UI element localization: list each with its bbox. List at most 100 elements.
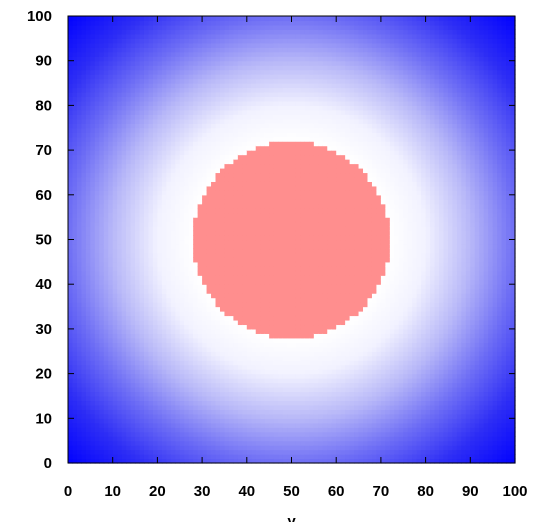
heatmap-cell xyxy=(233,88,238,93)
heatmap-cell xyxy=(90,199,95,204)
heatmap-cell xyxy=(251,20,256,25)
heatmap-cell xyxy=(90,391,95,396)
heatmap-cell xyxy=(122,338,127,343)
heatmap-cell xyxy=(153,418,158,423)
heatmap-cell xyxy=(99,96,104,101)
heatmap-cell xyxy=(117,356,122,361)
heatmap-cell xyxy=(86,65,91,70)
heatmap-cell xyxy=(113,454,118,459)
heatmap-cell xyxy=(113,61,118,66)
heatmap-cell xyxy=(72,88,77,93)
heatmap-cell xyxy=(90,74,95,79)
heatmap-cell xyxy=(216,356,221,361)
heatmap-cell xyxy=(175,311,180,316)
heatmap-cell xyxy=(113,208,118,213)
heatmap-cell xyxy=(220,423,225,428)
heatmap-cell xyxy=(131,195,136,200)
heatmap-cell xyxy=(140,61,145,66)
heatmap-cell xyxy=(193,56,198,61)
heatmap-cell xyxy=(242,137,247,142)
heatmap-cell xyxy=(81,414,86,419)
heatmap-cell xyxy=(126,235,131,240)
heatmap-cell xyxy=(224,119,229,124)
heatmap-cell xyxy=(269,284,274,289)
heatmap-cell xyxy=(157,155,162,160)
heatmap-cell xyxy=(180,83,185,88)
heatmap-cell xyxy=(193,208,198,213)
heatmap-cell xyxy=(269,123,274,128)
heatmap-cell xyxy=(260,65,265,70)
heatmap-cell xyxy=(220,383,225,388)
heatmap-cell xyxy=(216,83,221,88)
heatmap-cell xyxy=(113,235,118,240)
heatmap-cell xyxy=(238,257,243,262)
heatmap-cell xyxy=(233,445,238,450)
heatmap-cell xyxy=(251,155,256,160)
heatmap-cell xyxy=(278,150,283,155)
heatmap-cell xyxy=(95,172,100,177)
heatmap-cell xyxy=(68,360,73,365)
heatmap-cell xyxy=(260,141,265,146)
heatmap-cell xyxy=(131,52,136,57)
heatmap-cell xyxy=(117,383,122,388)
heatmap-cell xyxy=(104,441,109,446)
heatmap-cell xyxy=(77,222,82,227)
heatmap-cell xyxy=(72,266,77,271)
heatmap-cell xyxy=(198,65,203,70)
heatmap-cell xyxy=(153,302,158,307)
heatmap-cell xyxy=(77,34,82,39)
heatmap-cell xyxy=(157,74,162,79)
heatmap-cell xyxy=(251,25,256,30)
heatmap-cell xyxy=(153,275,158,280)
heatmap-cell xyxy=(86,47,91,52)
heatmap-cell xyxy=(157,360,162,365)
heatmap-cell xyxy=(122,289,127,294)
heatmap-cell xyxy=(242,432,247,437)
heatmap-cell xyxy=(135,208,140,213)
heatmap-cell xyxy=(117,450,122,455)
heatmap-cell xyxy=(166,271,171,276)
heatmap-cell xyxy=(175,110,180,115)
heatmap-cell xyxy=(135,387,140,392)
heatmap-cell xyxy=(166,231,171,236)
heatmap-cell xyxy=(251,396,256,401)
heatmap-cell xyxy=(224,342,229,347)
heatmap-cell xyxy=(99,289,104,294)
heatmap-cell xyxy=(175,369,180,374)
heatmap-cell xyxy=(131,132,136,137)
heatmap-cell xyxy=(171,155,176,160)
heatmap-cell xyxy=(175,168,180,173)
heatmap-cell xyxy=(108,391,113,396)
heatmap-cell xyxy=(68,110,73,115)
heatmap-cell xyxy=(269,391,274,396)
heatmap-cell xyxy=(278,284,283,289)
heatmap-cell xyxy=(113,400,118,405)
heatmap-cell xyxy=(166,360,171,365)
heatmap-cell xyxy=(108,374,113,379)
heatmap-cell xyxy=(86,275,91,280)
heatmap-cell xyxy=(283,356,288,361)
heatmap-cell xyxy=(278,199,283,204)
heatmap-cell xyxy=(251,231,256,236)
heatmap-cell xyxy=(184,374,189,379)
heatmap-cell xyxy=(86,369,91,374)
heatmap-cell xyxy=(175,92,180,97)
heatmap-cell xyxy=(157,427,162,432)
heatmap-cell xyxy=(148,400,153,405)
heatmap-cell xyxy=(122,329,127,334)
heatmap-cell xyxy=(90,365,95,370)
heatmap-cell xyxy=(162,329,167,334)
heatmap-cell xyxy=(81,315,86,320)
heatmap-cell xyxy=(229,88,234,93)
heatmap-cell xyxy=(251,441,256,446)
heatmap-cell xyxy=(117,427,122,432)
heatmap-cell xyxy=(99,181,104,186)
heatmap-cell xyxy=(189,240,194,245)
heatmap-cell xyxy=(274,88,279,93)
heatmap-cell xyxy=(140,186,145,191)
heatmap-cell xyxy=(278,105,283,110)
heatmap-cell xyxy=(256,432,261,437)
heatmap-cell xyxy=(113,231,118,236)
heatmap-cell xyxy=(193,25,198,30)
heatmap-cell xyxy=(122,74,127,79)
